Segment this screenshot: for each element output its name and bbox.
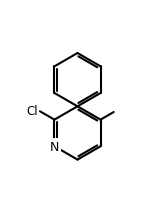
Text: Cl: Cl <box>27 104 38 117</box>
Text: N: N <box>50 140 59 153</box>
